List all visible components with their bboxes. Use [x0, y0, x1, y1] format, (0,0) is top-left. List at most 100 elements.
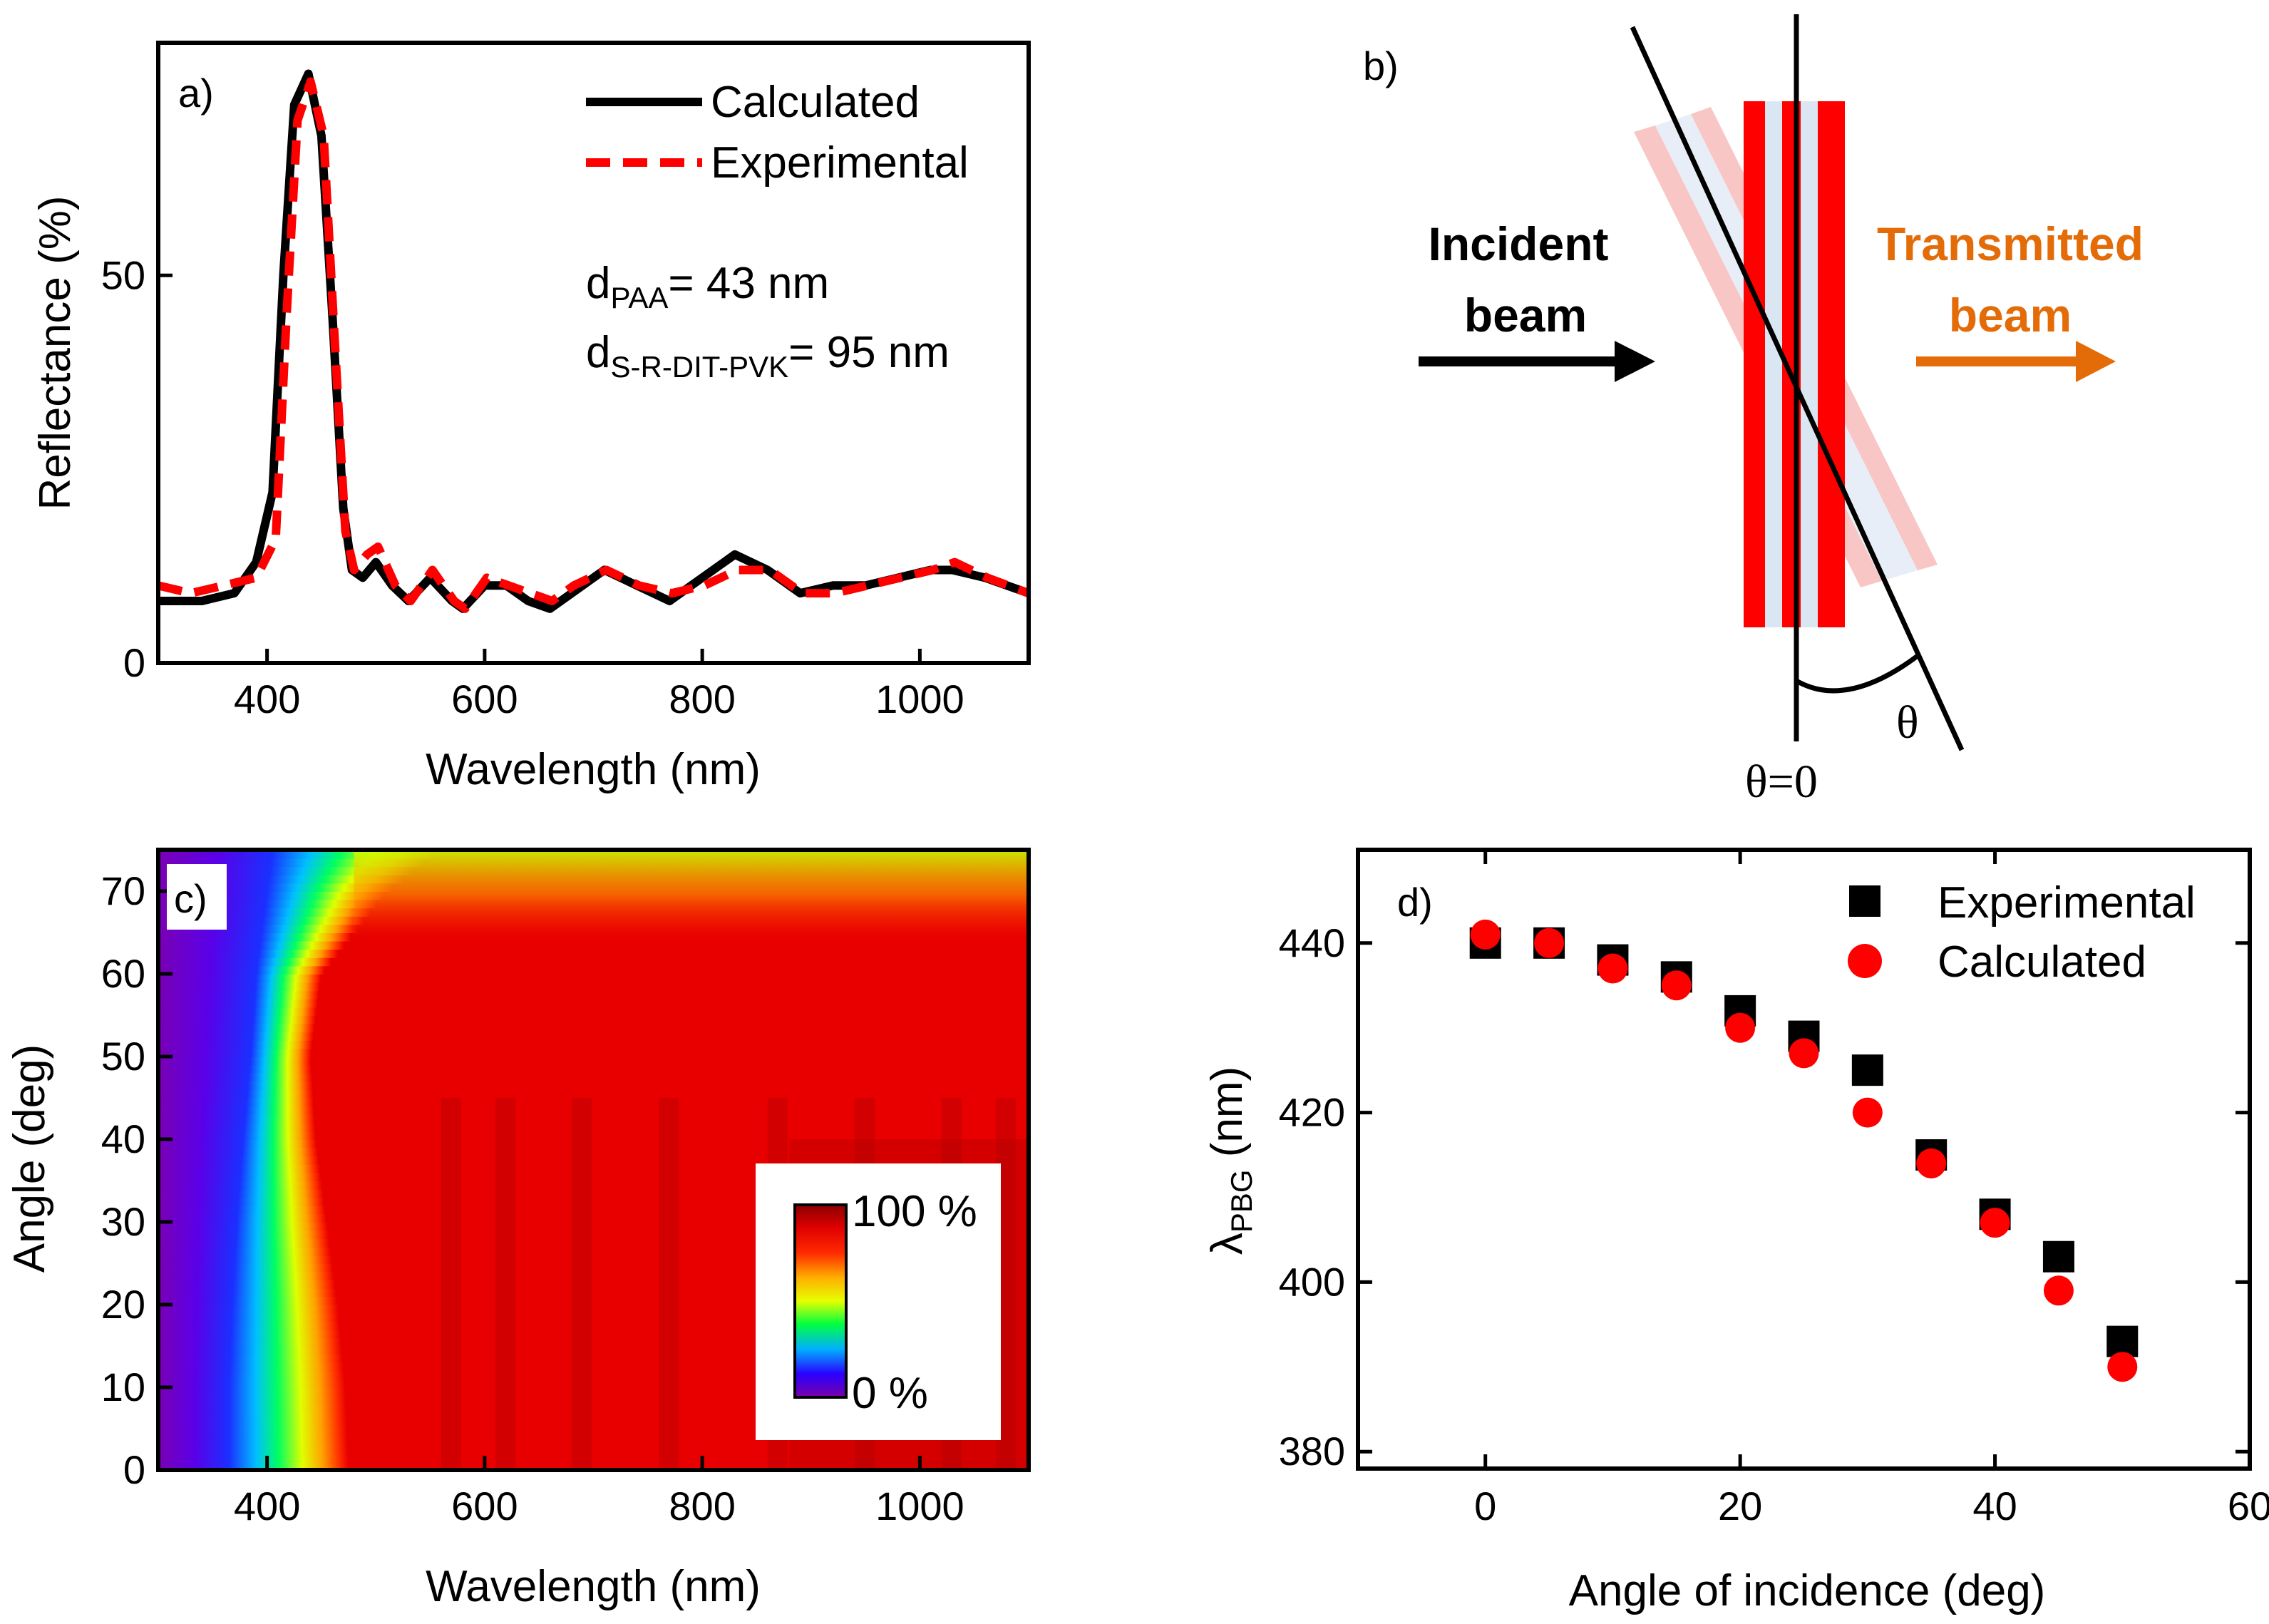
panel-d-frame	[1356, 848, 2252, 1471]
panel-d: 0 20 40 60 380 400 420 440 d) Angle of incidenc…	[1203, 848, 2269, 1615]
heatmap-row	[158, 1246, 331, 1256]
heatmap-row	[158, 932, 351, 942]
legend-calculated-marker	[1848, 944, 1882, 978]
x-tick-label: 1000	[875, 677, 964, 721]
heatmap-row	[158, 1122, 316, 1132]
panel-d-legend: Experimental Calculated	[1848, 878, 2196, 987]
heatmap-row	[158, 1312, 339, 1322]
x-tick-label: 400	[234, 677, 300, 721]
x-tick-label: 600	[451, 677, 518, 721]
heatmap-row	[158, 1437, 348, 1446]
y-tick-label: 380	[1279, 1429, 1345, 1474]
colorbar-max-label: 100 %	[852, 1187, 977, 1236]
panel-a-label: a)	[178, 71, 214, 115]
theta-label: θ	[1896, 697, 1919, 749]
heatmap-row	[158, 1255, 332, 1264]
heatmap-row	[158, 949, 338, 958]
heatmap-row	[158, 1147, 318, 1157]
x-tick-label: 0	[1474, 1484, 1496, 1528]
y-tick-label: 0	[123, 640, 145, 685]
calculated-point	[1597, 953, 1628, 984]
legend-calculated-label: Calculated	[711, 78, 920, 127]
experimental-point	[2042, 1240, 2074, 1273]
panel-d-x-axis-label: Angle of incidence (deg)	[1569, 1566, 2046, 1615]
heatmap-row	[158, 1197, 324, 1206]
panel-c-y-axis-label: Angle (deg)	[5, 1044, 54, 1273]
x-tick-label: 600	[451, 1484, 518, 1528]
x-tick-label: 40	[1972, 1484, 2017, 1528]
angle-arc	[1795, 654, 1920, 694]
heatmap-row	[158, 965, 325, 975]
series-experimental-line	[158, 77, 1029, 613]
heatmap-row	[158, 1064, 312, 1074]
heatmap-row	[158, 1007, 317, 1016]
incidence-line	[1630, 26, 1965, 751]
y-tick-label: 50	[101, 1034, 145, 1079]
heatmap-row	[158, 1354, 343, 1364]
heatmap-row	[158, 998, 318, 1008]
heatmap-row	[158, 1163, 320, 1173]
panel-a: 400 600 800 1000 0 50 a) Wavelength (nm) Refl…	[31, 41, 1031, 794]
heatmap-row	[158, 940, 344, 950]
heatmap-row	[158, 1023, 315, 1033]
x-tick-label: 800	[669, 1484, 735, 1528]
y-tick-label: 10	[101, 1365, 145, 1409]
heatmap-row	[158, 1346, 342, 1355]
heatmap-row	[158, 1445, 348, 1454]
heatmap-row	[158, 1188, 324, 1198]
panel-a-y-axis-label: Reflectance (%)	[31, 195, 80, 510]
calculated-point	[2043, 1275, 2074, 1306]
heatmap-row	[158, 1106, 314, 1116]
heatmap-row	[158, 1213, 326, 1223]
calculated-point	[2107, 1352, 2138, 1382]
panel-d-y-axis-label: λPBG (nm)	[1203, 1067, 1258, 1255]
panel-c-label: c)	[174, 876, 207, 921]
incident-beam-label-line2: beam	[1464, 289, 1587, 341]
x-tick-label: 20	[1718, 1484, 1762, 1528]
series-calculated-line	[158, 69, 1029, 613]
y-tick-label: 60	[101, 951, 145, 996]
heatmap-row	[158, 1395, 346, 1405]
heatmap-row	[158, 1048, 312, 1057]
calculated-point	[1916, 1148, 1947, 1178]
transmitted-arrow-head	[2076, 341, 2116, 382]
colorbar-min-label: 0 %	[852, 1369, 928, 1418]
heatmap-row	[158, 1288, 336, 1297]
heatmap-row	[158, 1222, 328, 1231]
annotation-d-paa: dPAA= 43 nm	[586, 259, 829, 314]
heatmap-row	[158, 1205, 326, 1215]
panel-d-label: d)	[1397, 880, 1433, 925]
legend-experimental-label: Experimental	[711, 138, 969, 187]
heatmap-row	[158, 1379, 345, 1388]
heatmap-row	[158, 1156, 319, 1165]
incident-beam-label-line1: Incident	[1428, 217, 1608, 270]
heatmap-streak	[659, 1098, 679, 1470]
heatmap-row	[158, 1461, 349, 1470]
y-tick-label: 50	[101, 252, 145, 297]
transmitted-beam-label-line2: beam	[1949, 289, 2072, 341]
y-tick-label: 70	[101, 868, 145, 913]
y-tick-label: 440	[1279, 920, 1345, 965]
calculated-point	[1470, 919, 1501, 950]
heatmap-row	[158, 1089, 314, 1099]
panel-c-label-bg	[167, 864, 227, 930]
colorbar: 100 % 0 %	[756, 1163, 1001, 1440]
heatmap-row	[158, 1230, 329, 1240]
heatmap-row	[158, 1296, 338, 1305]
panel-a-frame	[156, 41, 1031, 665]
heatmap-row	[158, 1181, 322, 1190]
heatmap-high-angle-region	[354, 850, 1029, 941]
heatmap-row	[158, 1263, 333, 1273]
heatmap-row	[158, 1429, 348, 1438]
panel-c-frame	[156, 848, 1031, 1472]
incident-arrow-head	[1615, 341, 1655, 382]
panel-b-schematic: b) θ θ=0 Incident beam Transmitted beam	[1363, 14, 2144, 808]
y-tick-label: 420	[1279, 1090, 1345, 1135]
heatmap-row	[158, 1321, 340, 1330]
heatmap-row	[158, 1139, 317, 1148]
y-tick-label: 400	[1279, 1259, 1345, 1304]
panel-b-label: b)	[1363, 43, 1399, 88]
heatmap-row	[158, 1057, 312, 1066]
heatmap-row	[158, 1081, 313, 1091]
heatmap-row	[158, 1387, 346, 1397]
